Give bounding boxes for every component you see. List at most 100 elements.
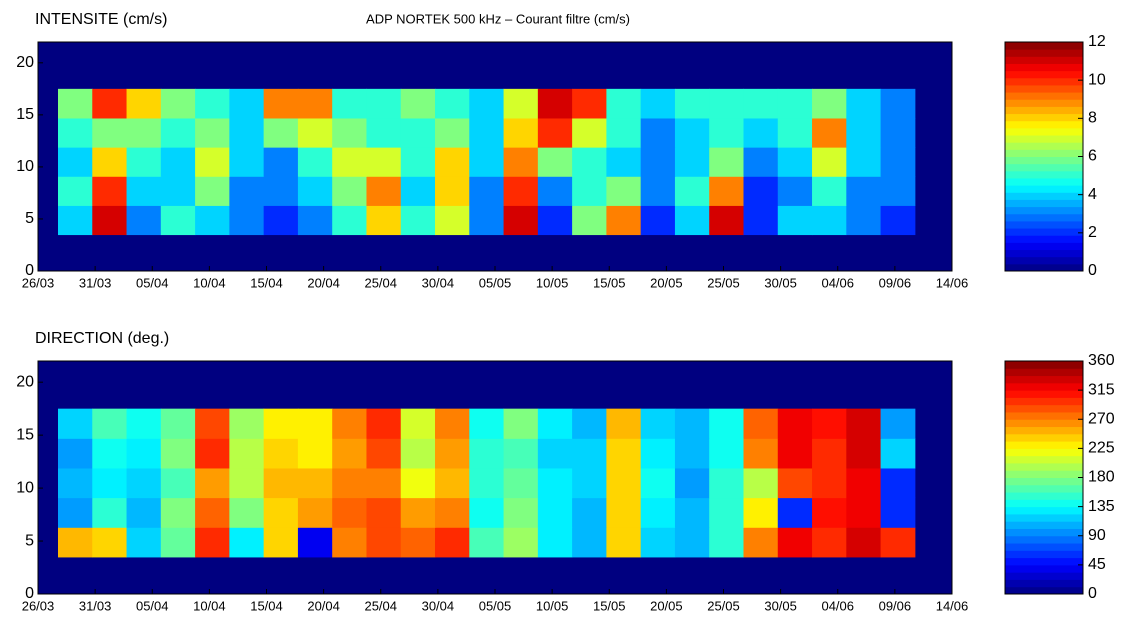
heat-cell — [880, 438, 916, 469]
heat-cell — [263, 497, 299, 528]
heat-cell — [812, 117, 847, 148]
heat-cell — [57, 205, 93, 236]
heat-cell — [572, 408, 607, 439]
heat-cell — [435, 527, 470, 558]
heat-cell — [777, 408, 813, 439]
colorbar-step — [1005, 375, 1083, 384]
heat-cell — [777, 497, 813, 528]
colorbar-step — [1005, 56, 1083, 64]
heat-cell — [332, 497, 367, 528]
heat-cell — [846, 176, 882, 206]
colorbar-step — [1005, 499, 1083, 508]
heat-cell — [880, 205, 916, 236]
heat-cell — [195, 467, 230, 499]
heat-cell — [880, 117, 916, 148]
subtitle: ADP NORTEK 500 kHz – Courant filtre (cm/… — [366, 11, 630, 26]
heat-cell — [92, 117, 128, 148]
x-tick-label: 26/03 — [22, 275, 55, 290]
heat-cell — [160, 497, 196, 528]
heat-cell — [126, 88, 162, 119]
x-tick-label: 15/04 — [250, 598, 283, 613]
heat-cell — [332, 467, 367, 499]
heat-cell — [160, 88, 196, 119]
heat-cell — [229, 467, 265, 499]
heat-cell — [126, 497, 162, 528]
heat-cell — [812, 147, 847, 177]
heat-cell — [537, 176, 573, 206]
heat-cell — [537, 205, 573, 236]
heat-cell — [366, 176, 402, 206]
colorbar-step — [1005, 477, 1083, 486]
x-tick-label: 14/06 — [936, 275, 969, 290]
heat-cell — [195, 147, 230, 177]
x-tick-label: 30/05 — [764, 275, 797, 290]
heat-cell — [640, 88, 676, 119]
heat-cell — [674, 497, 710, 528]
heat-cell — [469, 467, 505, 499]
y-tick-label: 5 — [25, 210, 34, 227]
heat-cell — [160, 408, 196, 439]
heat-cell — [435, 117, 470, 148]
heat-cell — [709, 88, 744, 119]
colorbar-step — [1005, 579, 1083, 588]
heat-cell — [366, 497, 402, 528]
heat-cell — [743, 408, 779, 439]
colorbar-step — [1005, 433, 1083, 442]
colorbar-step — [1005, 528, 1083, 537]
colorbar-label: 10 — [1088, 71, 1106, 88]
panel-title: DIRECTION (deg.) — [35, 330, 169, 347]
colorbar-step — [1005, 177, 1083, 186]
heat-cell — [572, 527, 607, 558]
colorbar-step — [1005, 135, 1083, 143]
colorbar-label: 4 — [1088, 186, 1097, 203]
colorbar-step — [1005, 404, 1083, 413]
colorbar-step — [1005, 49, 1083, 57]
heat-cell — [195, 117, 230, 148]
colorbar-label: 135 — [1088, 498, 1115, 515]
heat-cell — [537, 88, 573, 119]
colorbar-label: 90 — [1088, 527, 1106, 544]
heat-cell — [332, 147, 367, 177]
heat-cell — [674, 527, 710, 558]
heat-cell — [743, 205, 779, 236]
colorbar-label: 12 — [1088, 33, 1106, 50]
heat-cell — [297, 117, 333, 148]
heat-cell — [674, 176, 710, 206]
heat-cell — [92, 176, 128, 206]
heat-cell — [229, 205, 265, 236]
colorbar-step — [1005, 142, 1083, 150]
colorbar-step — [1005, 127, 1083, 136]
y-tick-label: 5 — [25, 532, 34, 549]
heat-cell — [572, 205, 607, 236]
heat-cell — [57, 497, 93, 528]
heat-cell — [366, 117, 402, 148]
heat-cell — [57, 147, 93, 177]
heat-cell — [263, 527, 299, 558]
y-tick-label: 15 — [16, 426, 34, 443]
x-tick-label: 10/04 — [193, 275, 226, 290]
y-tick-label: 10 — [16, 158, 34, 175]
colorbar-step — [1005, 506, 1083, 515]
colorbar-step — [1005, 426, 1083, 435]
heat-cell — [777, 176, 813, 206]
heat-cell — [880, 176, 916, 206]
colorbar-step — [1005, 84, 1083, 93]
heat-cell — [435, 176, 470, 206]
heat-cell — [709, 467, 744, 499]
heat-cell — [846, 408, 882, 439]
heat-cell — [126, 205, 162, 236]
x-tick-label: 30/04 — [422, 598, 455, 613]
x-tick-label: 09/06 — [879, 275, 912, 290]
heat-cell — [92, 527, 128, 558]
heat-cell — [503, 205, 539, 236]
heat-cell — [435, 147, 470, 177]
heat-cell — [92, 497, 128, 528]
heat-cell — [812, 176, 847, 206]
heat-cell — [606, 176, 642, 206]
x-tick-label: 09/06 — [879, 598, 912, 613]
heat-cell — [503, 408, 539, 439]
x-tick-label: 05/05 — [479, 598, 512, 613]
heat-cell — [709, 147, 744, 177]
heat-cell — [640, 117, 676, 148]
heat-cell — [332, 438, 367, 469]
